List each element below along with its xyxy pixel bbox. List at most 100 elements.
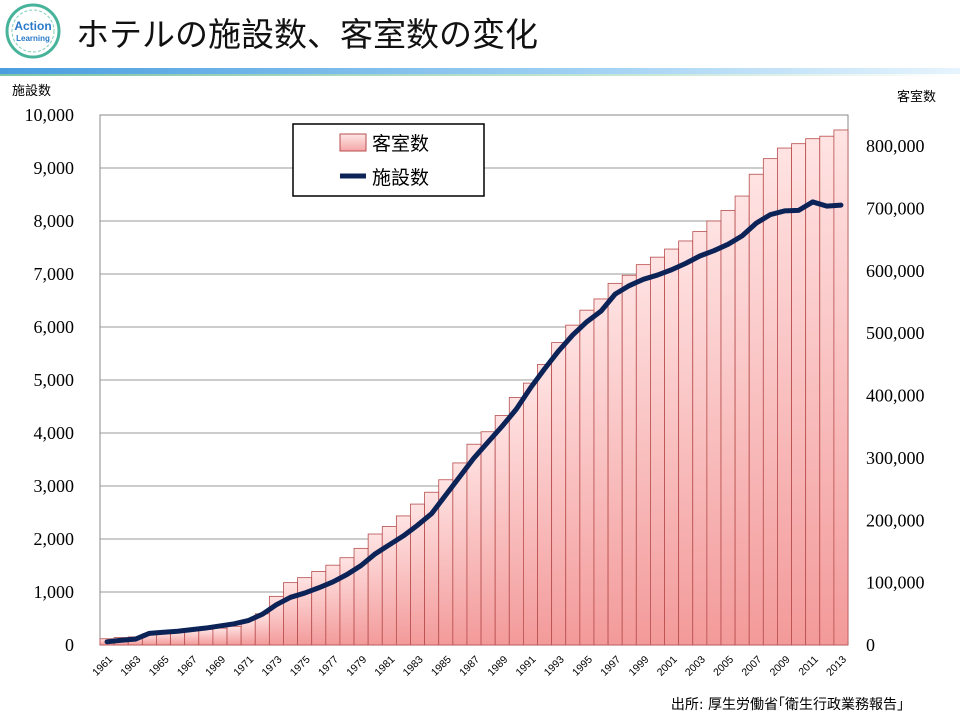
rooms-bar-2012 — [819, 135, 835, 646]
x-tick-label: 1991 — [514, 654, 539, 679]
x-tick-label: 1981 — [372, 654, 397, 679]
rooms-bar-1976 — [311, 571, 327, 646]
rooms-bar-1995 — [579, 309, 595, 646]
rooms-bar-1987 — [466, 443, 482, 646]
left-tick-label: 9,000 — [34, 158, 75, 178]
rooms-bar-1997 — [607, 282, 623, 646]
right-tick-label: 100,000 — [866, 573, 925, 593]
facilities-line — [104, 199, 844, 645]
rooms-bar-2008 — [762, 158, 778, 646]
x-tick-label: 1969 — [203, 654, 228, 679]
x-tick-label: 1975 — [288, 654, 313, 679]
rooms-bar-1986 — [452, 462, 468, 646]
legend: 客室数 施設数 — [292, 123, 485, 197]
x-tick-label: 2007 — [739, 654, 764, 679]
x-tick-label: 2005 — [711, 654, 736, 679]
rooms-bar-1989 — [494, 415, 510, 646]
rooms-bar-2010 — [791, 143, 807, 646]
rooms-bar-1969 — [212, 627, 228, 646]
left-axis-title: 施設数 — [12, 83, 51, 99]
left-tick-label: 2,000 — [34, 529, 75, 549]
rooms-bar-1996 — [593, 298, 609, 646]
legend-box — [292, 123, 485, 197]
x-tick-label: 1973 — [260, 654, 285, 679]
rooms-bar-1993 — [551, 342, 567, 646]
x-tick-label: 1963 — [118, 654, 143, 679]
right-tick-label: 0 — [866, 635, 875, 655]
left-tick-label: 1,000 — [34, 582, 75, 602]
x-tick-label: 1967 — [175, 654, 200, 679]
x-tick-label: 1995 — [570, 654, 595, 679]
rooms-bar-2002 — [678, 240, 694, 646]
rooms-bar-2000 — [650, 256, 665, 646]
x-tick-label: 1979 — [344, 654, 369, 679]
rooms-bar-1999 — [635, 264, 651, 646]
rooms-bar-2001 — [664, 248, 680, 646]
rooms-bar-1994 — [565, 324, 581, 646]
left-tick-label: 3,000 — [34, 476, 75, 496]
x-axis-ticks: 1961 1963 1965 1967 1969 1971 1973 1975 1977 1979… — [90, 654, 849, 679]
rooms-bar-1974 — [283, 582, 298, 646]
left-tick-label: 0 — [65, 635, 74, 655]
left-tick-label: 7,000 — [34, 264, 75, 284]
x-tick-label: 2001 — [655, 654, 680, 679]
x-tick-label: 1987 — [457, 654, 482, 679]
rooms-bar-2011 — [805, 138, 821, 646]
rooms-bar-2003 — [692, 231, 708, 646]
right-tick-label: 800,000 — [866, 136, 925, 156]
logo-text-line1: Action — [14, 19, 51, 33]
x-tick-label: 1997 — [598, 654, 623, 679]
x-tick-label: 1983 — [401, 654, 426, 679]
rooms-bar-1970 — [226, 625, 242, 646]
x-tick-label: 2003 — [683, 654, 708, 679]
x-tick-label: 1965 — [147, 654, 172, 679]
right-axis-ticks: 0 100,000 200,000 300,000 400,000 500,000 600,… — [866, 136, 925, 655]
rooms-bars — [99, 129, 849, 646]
x-tick-label: 2013 — [824, 654, 849, 679]
rooms-bar-2006 — [734, 195, 750, 646]
legend-bar-label: 客室数 — [372, 133, 429, 155]
action-learning-logo: Action Learning — [5, 3, 61, 59]
right-axis-title: 客室数 — [897, 89, 936, 105]
rooms-bar-1990 — [508, 397, 524, 646]
x-tick-label: 2011 — [796, 654, 821, 679]
left-tick-label: 5,000 — [34, 370, 75, 390]
left-axis-ticks: 0 1,000 2,000 3,000 4,000 5,000 6,000 7,000 8,00… — [25, 105, 75, 655]
legend-bar-swatch — [339, 133, 367, 152]
rooms-bar-1991 — [522, 382, 538, 646]
rooms-bar-2005 — [720, 209, 736, 646]
right-tick-label: 200,000 — [866, 510, 925, 530]
rooms-bar-2013 — [833, 129, 849, 646]
rooms-bar-1988 — [480, 431, 496, 646]
left-tick-label: 6,000 — [34, 317, 75, 337]
x-tick-label: 1999 — [626, 654, 651, 679]
rooms-bar-1975 — [297, 577, 313, 646]
right-tick-label: 500,000 — [866, 323, 925, 343]
x-tick-label: 1989 — [485, 654, 510, 679]
x-tick-label: 1985 — [429, 654, 454, 679]
page-title: ホテルの施設数、客室数の変化 — [76, 15, 538, 54]
left-tick-label: 4,000 — [34, 423, 75, 443]
rooms-bar-2009 — [777, 147, 792, 646]
rooms-bar-1998 — [621, 274, 637, 646]
right-tick-label: 400,000 — [866, 386, 925, 406]
x-tick-label: 1977 — [316, 654, 341, 679]
x-tick-label: 1993 — [542, 654, 567, 679]
rooms-bar-2007 — [748, 173, 764, 646]
right-tick-label: 300,000 — [866, 448, 925, 468]
title-divider-accent — [0, 74, 960, 76]
x-tick-label: 1971 — [231, 654, 256, 679]
x-tick-label: 1961 — [90, 654, 115, 679]
right-tick-label: 600,000 — [866, 261, 925, 281]
rooms-bar-2004 — [706, 220, 722, 646]
legend-line-label: 施設数 — [372, 167, 429, 189]
logo-text-line2: Learning — [16, 34, 50, 43]
rooms-bar-1967 — [184, 630, 200, 646]
left-tick-label: 8,000 — [34, 211, 75, 231]
left-tick-label: 10,000 — [25, 105, 75, 125]
rooms-bar-1992 — [537, 364, 553, 646]
title-divider — [0, 68, 960, 74]
x-tick-label: 2009 — [768, 654, 793, 679]
rooms-bar-1968 — [198, 629, 214, 646]
